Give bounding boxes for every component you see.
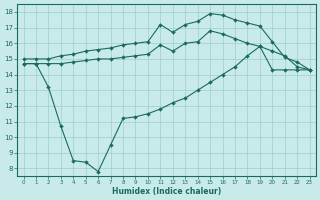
X-axis label: Humidex (Indice chaleur): Humidex (Indice chaleur): [112, 187, 221, 196]
